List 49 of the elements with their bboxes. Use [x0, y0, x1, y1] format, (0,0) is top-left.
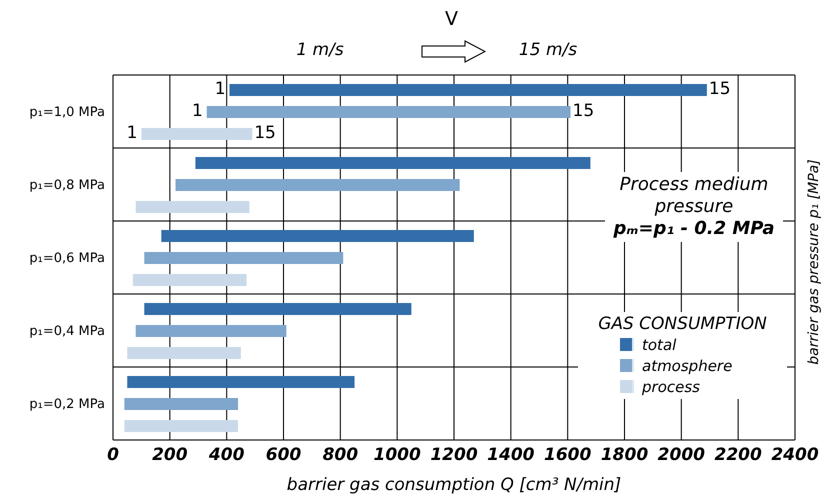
x-tick-label: 1800 [600, 445, 648, 466]
y-tick-label: p₁=1,0 MPa [29, 105, 105, 120]
legend-label: atmosphere [642, 356, 732, 374]
x-tick-label: 2200 [714, 445, 762, 466]
bar [161, 230, 474, 242]
x-tick-label: 600 [266, 445, 302, 466]
x-axis-title: barrier gas consumption Q [cm³ N/min] [286, 475, 622, 495]
bar [127, 376, 355, 388]
annotation: 1 [214, 78, 226, 98]
bar [127, 347, 241, 359]
bar [144, 303, 412, 315]
y-tick-label: p₁=0,2 MPa [29, 397, 105, 412]
legend-title: GAS CONSUMPTION [597, 314, 768, 334]
legend-label: process [642, 378, 700, 396]
x-tick-label: 2400 [771, 445, 819, 466]
annotation: 15 [254, 122, 276, 142]
x-tick-label: 800 [322, 445, 358, 466]
bar [136, 201, 250, 213]
y-axis-title: barrier gas pressure p₁ [MPa] [806, 159, 822, 365]
legend-label: total [642, 336, 676, 354]
bar [176, 179, 460, 191]
x-tick-label: 400 [208, 445, 245, 466]
x-tick-label: 1200 [430, 445, 478, 466]
bar [195, 157, 590, 169]
x-tick-label: 200 [152, 445, 188, 466]
bar [132, 274, 247, 286]
text: V [445, 8, 458, 30]
x-tick-label: 1000 [374, 445, 421, 466]
x-tick-label: 0 [107, 445, 120, 466]
x-tick-label: 1600 [544, 445, 592, 466]
annotation: 1 [192, 100, 203, 120]
bar [141, 128, 252, 140]
annotation: 1 [126, 122, 138, 142]
x-tick-label: 1400 [487, 445, 535, 466]
bar [206, 106, 571, 118]
x-tick-label: 2000 [658, 445, 706, 466]
bar [230, 84, 707, 96]
annotation: pₘ=p₁ - 0.2 MPa [612, 218, 776, 240]
annotation: 15 [708, 78, 731, 98]
y-tick-label: p₁=0,8 MPa [29, 178, 105, 194]
text: 1 m/s [296, 40, 344, 60]
bar [136, 325, 286, 337]
y-tick-label: p₁=0,4 MPa [29, 324, 105, 340]
annotation: 15 [572, 100, 594, 120]
bar [124, 420, 238, 432]
y-tick-label: p₁=0,6 MPa [29, 251, 105, 266]
bar [124, 398, 238, 410]
text: 15 m/s [518, 40, 578, 60]
bar [144, 252, 344, 264]
